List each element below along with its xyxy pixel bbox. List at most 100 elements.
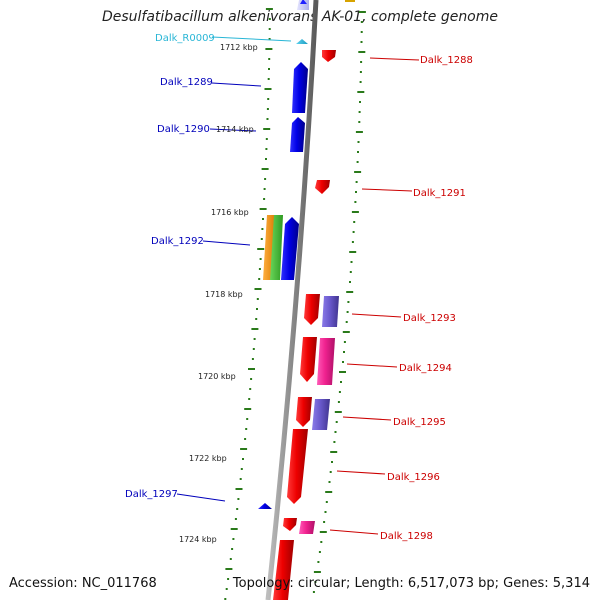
tick-left [229, 558, 232, 560]
gene-feature-dalk-1297 [258, 503, 272, 509]
tick-right [358, 11, 366, 13]
gene-label-dalk-1291: Dalk_1291 [413, 188, 466, 199]
scale-label-1722: 1722 kbp [189, 454, 227, 463]
tick-right [359, 81, 362, 83]
tick-left [244, 408, 252, 410]
tick-right [360, 41, 363, 43]
gene-features [258, 0, 339, 600]
tick-left [264, 178, 267, 180]
tick-left [225, 588, 228, 590]
gene-feature-dalk-1298-b [299, 521, 315, 534]
tick-left [227, 578, 230, 580]
tick-right [328, 481, 331, 483]
tick-right [342, 331, 350, 333]
tick-left [265, 158, 267, 160]
gene-labels: Dalk_R0009 Dalk_1288 Dalk_1289 Dalk_1290… [125, 33, 473, 542]
tick-left [264, 88, 272, 90]
tick-left [262, 218, 264, 220]
gene-feature-dalk-1292-green [270, 215, 283, 280]
tick-left [259, 208, 267, 210]
scale-label-1712: 1712 kbp [220, 43, 258, 52]
tick-left [263, 198, 266, 200]
tick-right [351, 211, 359, 213]
gene-feature-dalk-1293 [304, 294, 320, 325]
tick-left [263, 128, 271, 130]
gene-label-dalk-1289: Dalk_1289 [160, 77, 213, 88]
tick-left [240, 468, 243, 470]
tick-left [266, 108, 269, 110]
tick-left [261, 168, 269, 170]
tick-left [268, 68, 270, 70]
tick-right [357, 141, 360, 143]
tick-right [352, 231, 355, 233]
tick-right [358, 51, 366, 53]
scale-label-1724: 1724 kbp [179, 535, 217, 544]
connector-dalk-1292 [202, 240, 251, 246]
tick-right [342, 361, 344, 363]
tick-right [333, 441, 336, 443]
gene-label-dalk-1296: Dalk_1296 [387, 472, 440, 483]
tick-right [357, 91, 365, 93]
tick-left [237, 498, 240, 500]
tick-left [259, 258, 262, 260]
tick-left [224, 598, 227, 600]
tick-left [236, 508, 239, 510]
tick-right [359, 101, 361, 103]
tick-left [246, 418, 249, 420]
tick-right [356, 161, 359, 163]
tick-right [351, 241, 354, 243]
tick-left [251, 358, 254, 360]
partial-feature-top [345, 0, 355, 2]
gene-label-dalk-1290: Dalk_1290 [157, 124, 210, 135]
tick-left [268, 58, 271, 60]
tick-right [338, 391, 341, 393]
genome-summary-text: Topology: circular; Length: 6,517,073 bp… [232, 576, 590, 591]
tick-left [261, 228, 264, 230]
tick-left [250, 378, 253, 380]
tick-right [325, 501, 328, 503]
genome-backbone [265, 0, 319, 600]
tick-right [324, 511, 327, 513]
tick-right [360, 31, 363, 33]
tick-left [230, 528, 238, 530]
tick-right [334, 411, 342, 413]
tick-right [358, 121, 361, 123]
gene-feature-dalk-1296 [287, 429, 308, 504]
tick-right [329, 471, 332, 473]
scale-label-1720: 1720 kbp [198, 372, 236, 381]
tick-left [232, 538, 235, 540]
tick-left [265, 8, 273, 10]
tick-right [353, 221, 356, 223]
tick-left [244, 438, 247, 440]
connector-dalk-1293 [351, 313, 402, 318]
tick-right [349, 281, 351, 283]
tick-left [252, 348, 255, 350]
tick-left [239, 478, 242, 480]
tick-left [240, 448, 248, 450]
tick-left [267, 98, 270, 100]
connector-dalk-r0009 [211, 36, 292, 42]
connector-dalk-1296 [336, 470, 386, 475]
gene-label-dalk-1295: Dalk_1295 [393, 417, 446, 428]
accession-text: Accession: NC_011768 [9, 576, 157, 591]
tick-left [260, 238, 263, 240]
tick-left [248, 368, 255, 370]
tick-right [354, 201, 357, 203]
gene-feature-bottom [273, 540, 294, 600]
tick-right [312, 591, 315, 593]
tick-right [337, 401, 340, 403]
tick-left [231, 548, 234, 550]
gene-feature-dalk-1289 [292, 62, 308, 113]
tick-right [343, 351, 345, 353]
tick-right [331, 461, 333, 463]
tick-left [235, 488, 243, 490]
tick-right [340, 381, 342, 383]
tick-left [248, 398, 251, 400]
gene-label-dalk-1294: Dalk_1294 [399, 363, 452, 374]
tick-left [268, 38, 271, 40]
tick-left [265, 48, 273, 50]
tick-right [343, 341, 346, 343]
tick-left [265, 138, 268, 140]
tick-left [258, 268, 261, 270]
connector-dalk-1297 [176, 493, 226, 502]
